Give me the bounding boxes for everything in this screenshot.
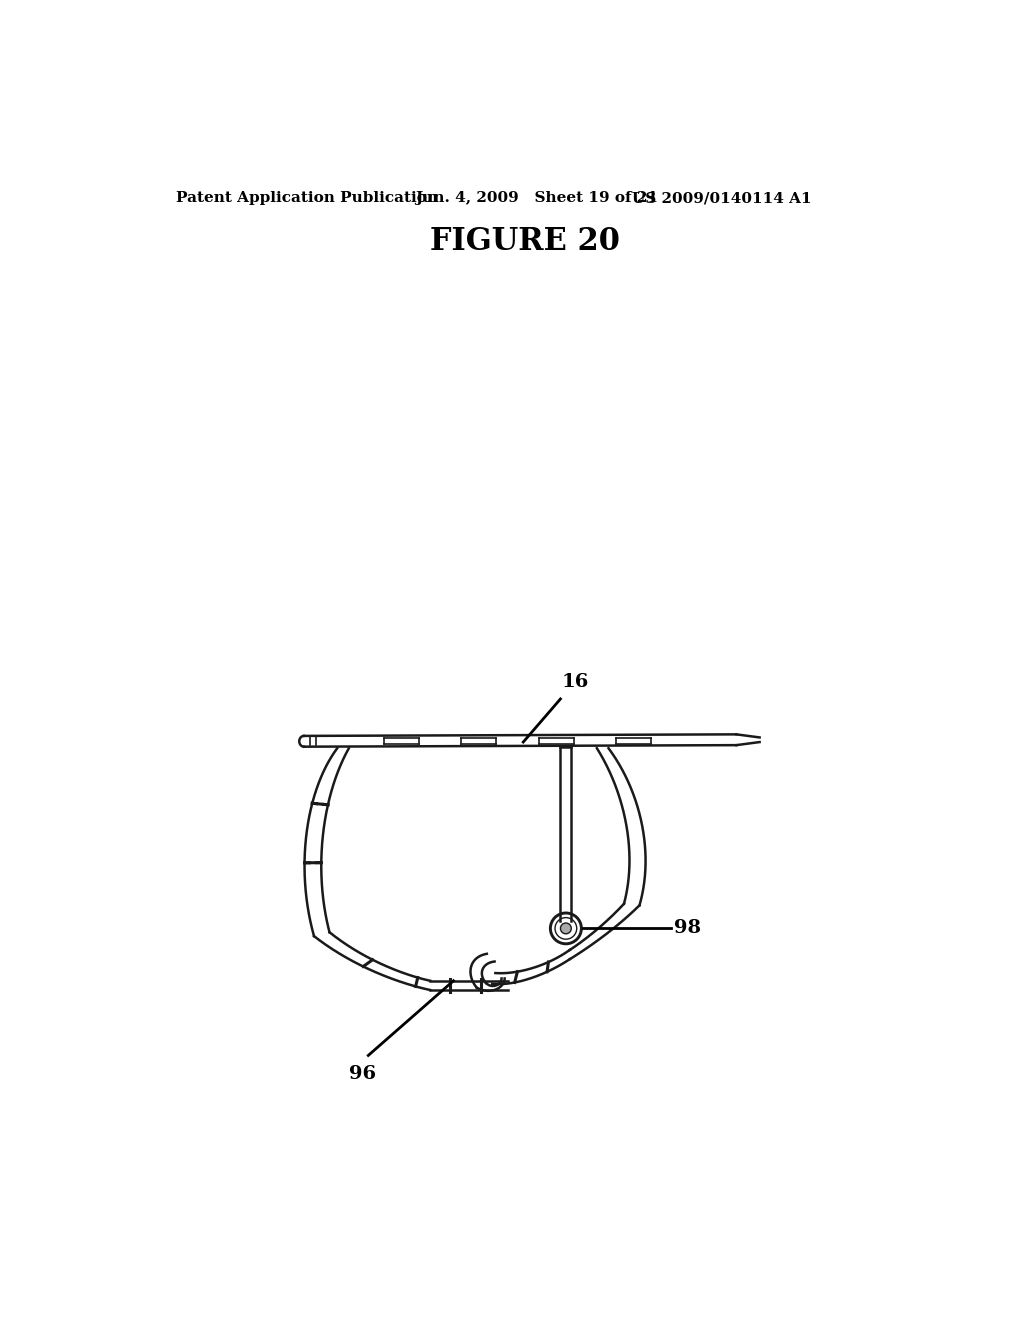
Text: 98: 98: [675, 920, 701, 937]
Text: Jun. 4, 2009   Sheet 19 of 21: Jun. 4, 2009 Sheet 19 of 21: [415, 191, 657, 206]
Text: FIGURE 20: FIGURE 20: [430, 226, 620, 257]
Text: Patent Application Publication: Patent Application Publication: [176, 191, 438, 206]
Circle shape: [560, 923, 571, 933]
Text: US 2009/0140114 A1: US 2009/0140114 A1: [632, 191, 811, 206]
Text: 96: 96: [349, 1065, 376, 1084]
Text: 16: 16: [562, 673, 590, 692]
